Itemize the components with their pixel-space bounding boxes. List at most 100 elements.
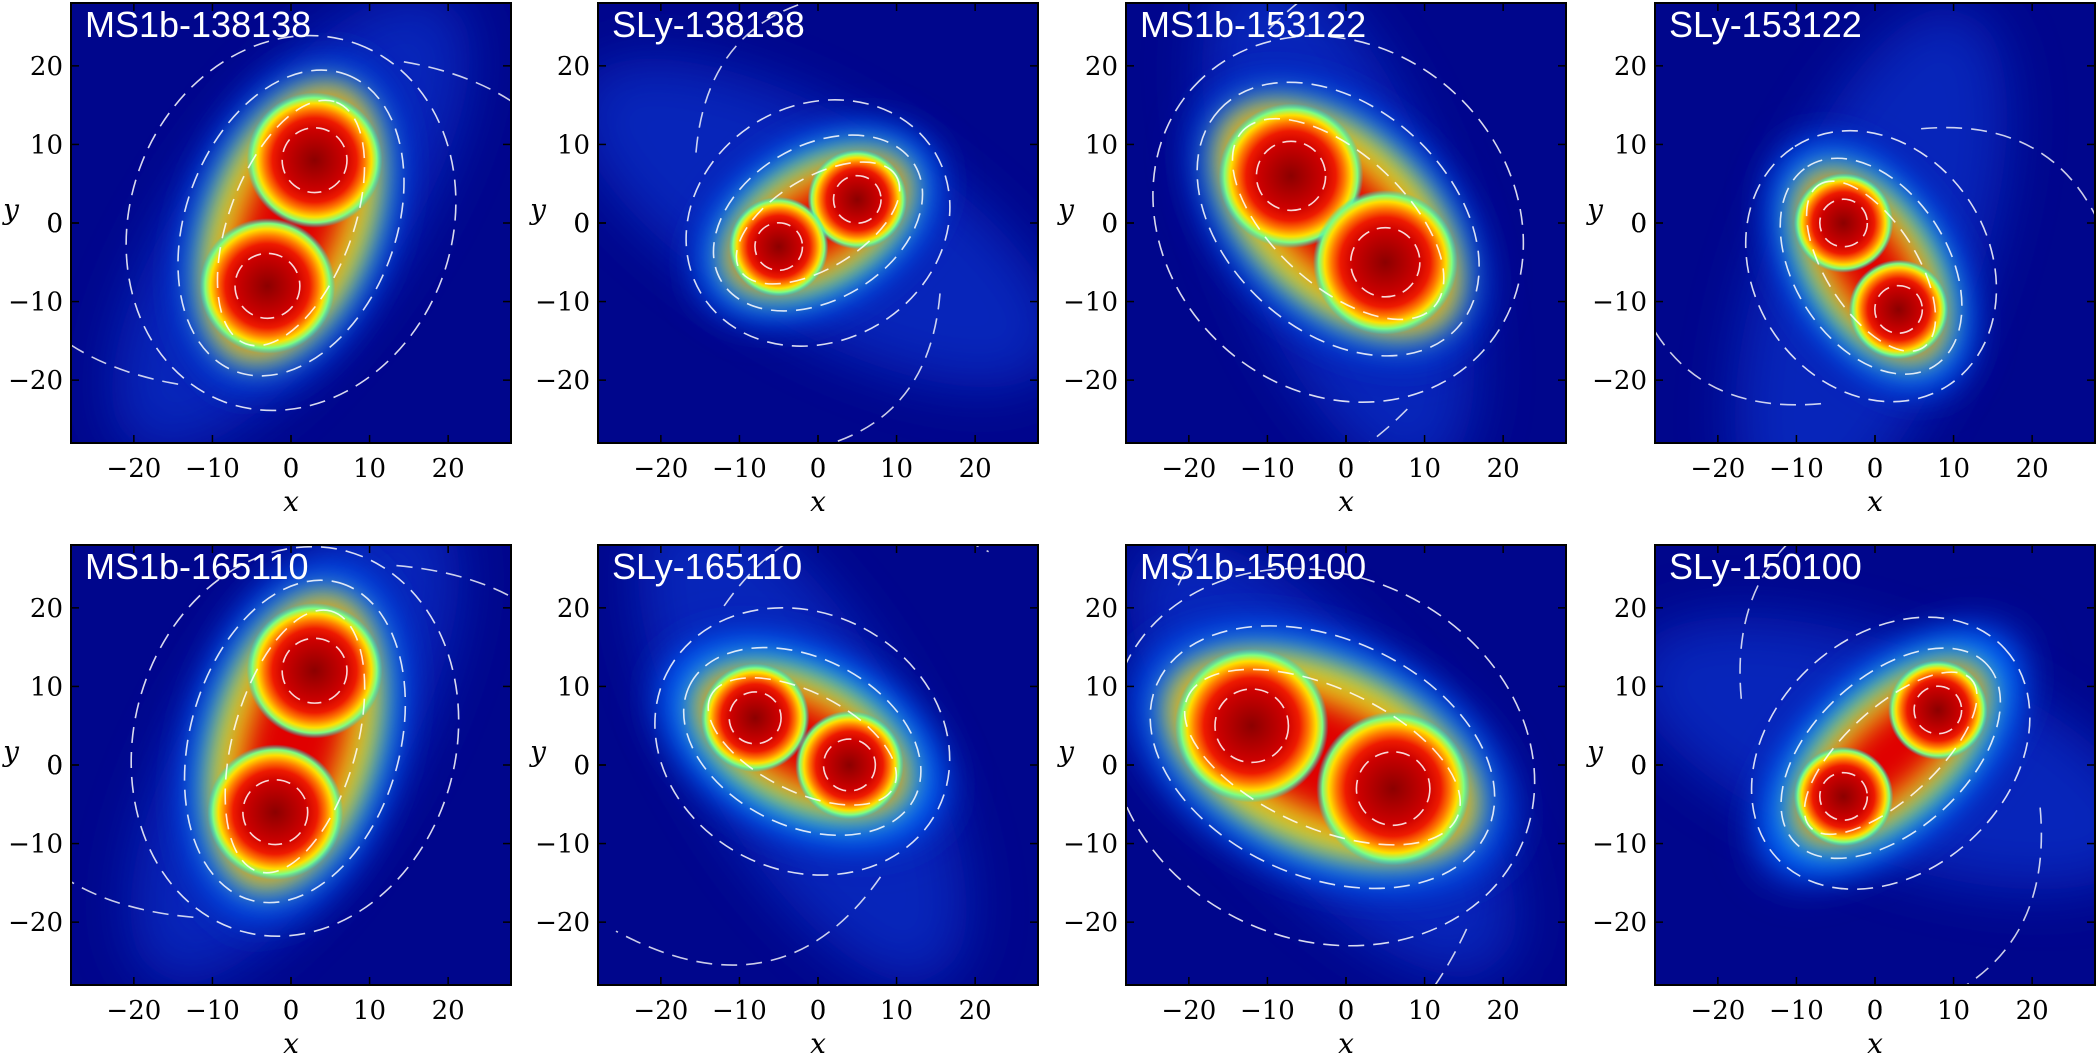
y-tick-label: 20: [30, 594, 63, 624]
x-tick-label: 0: [1867, 454, 1884, 484]
density-contour: [1149, 625, 1496, 890]
x-axis-label: x: [283, 485, 299, 518]
y-tick-label: 0: [573, 209, 590, 239]
density-contour: [1183, 668, 1461, 846]
panel-title: MS1b-153122: [1140, 4, 1366, 45]
spiral-contour: [396, 564, 511, 598]
y-tick-label: 0: [46, 751, 63, 781]
x-tick-label: 10: [1408, 996, 1441, 1026]
y-tick-label: 10: [557, 672, 590, 702]
core-contour: [281, 637, 348, 704]
heatmap-area: [1126, 3, 1566, 443]
density-contour: [177, 69, 405, 377]
core-contour: [832, 174, 882, 224]
core-2: [1313, 190, 1458, 335]
x-tick-label: 10: [880, 996, 913, 1026]
y-tick-label: 10: [30, 130, 63, 160]
x-tick-label: 20: [2016, 996, 2049, 1026]
core-contour: [1874, 284, 1924, 334]
density-contour: [1126, 567, 1536, 947]
y-axis-label: y: [1, 735, 20, 768]
y-tick-label: 0: [1101, 209, 1118, 239]
spiral-contour: [71, 880, 194, 919]
x-tick-label: 20: [2016, 454, 2049, 484]
core-1: [1793, 173, 1894, 273]
density-contour: [130, 545, 460, 937]
density-contour: [183, 579, 407, 904]
panel-title: MS1b-165110: [85, 546, 309, 587]
density-contour: [654, 607, 951, 876]
heatmap-area: [1655, 545, 2095, 985]
core-contour: [1255, 140, 1327, 212]
density-contour: [1196, 81, 1480, 357]
x-tick-label: 0: [1867, 454, 1884, 484]
heatmap-area: [71, 3, 511, 443]
core-contour: [728, 691, 782, 745]
y-axis-label: y: [1585, 193, 1604, 226]
heatmap-area: [71, 545, 511, 985]
spiral-contour: [71, 343, 179, 385]
x-tick-label: 0: [283, 454, 300, 484]
y-tick-label: 20: [1614, 594, 1647, 624]
y-tick-label: 10: [557, 130, 590, 160]
x-tick-label: 20: [959, 454, 992, 484]
core-1: [1174, 648, 1329, 803]
x-tick-label: −10: [1240, 454, 1295, 484]
x-tick-label: −20: [1690, 996, 1745, 1026]
y-tick-label: 0: [46, 209, 63, 239]
x-tick-label: −20: [1690, 454, 1745, 484]
core-2: [199, 218, 336, 354]
x-tick-label: 10: [880, 454, 913, 484]
y-tick-label: 10: [30, 672, 63, 702]
x-tick-label: 20: [959, 996, 992, 1026]
x-tick-label: 0: [810, 996, 827, 1026]
x-tick-label: 0: [810, 996, 827, 1026]
y-tick-label: 0: [1630, 751, 1647, 781]
y-tick-label: 0: [46, 751, 63, 781]
x-tick-label: 0: [1867, 996, 1884, 1026]
x-tick-label: 0: [1338, 454, 1355, 484]
panel-title: SLy-138138: [612, 4, 805, 45]
y-axis-label: y: [1585, 735, 1604, 768]
heatmap-area: [1126, 545, 1566, 985]
heatmap-area: [1655, 3, 2095, 443]
core-2: [1848, 259, 1949, 360]
y-tick-label: −10: [535, 830, 590, 860]
density-contour: [1780, 647, 2002, 860]
spiral-contour: [1921, 126, 2095, 217]
y-tick-label: −10: [1592, 288, 1647, 318]
panel-title: SLy-150100: [1669, 546, 1862, 587]
x-tick-label: 20: [1487, 454, 1520, 484]
x-tick-label: −20: [633, 454, 688, 484]
core-1: [246, 92, 383, 228]
y-tick-label: 0: [1101, 751, 1118, 781]
x-tick-label: −10: [185, 996, 240, 1026]
y-tick-label: −20: [1063, 908, 1118, 938]
x-tick-label: 10: [1937, 454, 1970, 484]
spiral-contour: [615, 876, 882, 966]
y-axis-label: y: [1056, 193, 1075, 226]
y-tick-label: 0: [1101, 751, 1118, 781]
heatmap-area: [598, 545, 1038, 985]
y-tick-label: −20: [1063, 366, 1118, 396]
core-1: [1218, 103, 1364, 249]
density-contour: [1750, 616, 2031, 890]
y-tick-label: 10: [1614, 672, 1647, 702]
x-tick-label: 0: [810, 454, 827, 484]
spiral-contour: [403, 61, 511, 103]
core-2: [1316, 711, 1470, 866]
y-tick-label: −10: [1063, 288, 1118, 318]
y-tick-label: −20: [8, 908, 63, 938]
y-tick-label: 20: [30, 52, 63, 82]
y-tick-label: 0: [1630, 209, 1647, 239]
density-contour: [1803, 671, 1978, 836]
y-tick-label: 20: [1085, 594, 1118, 624]
density-contour: [125, 34, 457, 412]
density-contour: [1779, 157, 1963, 375]
density-contour: [685, 99, 951, 347]
core-contour: [754, 222, 804, 272]
